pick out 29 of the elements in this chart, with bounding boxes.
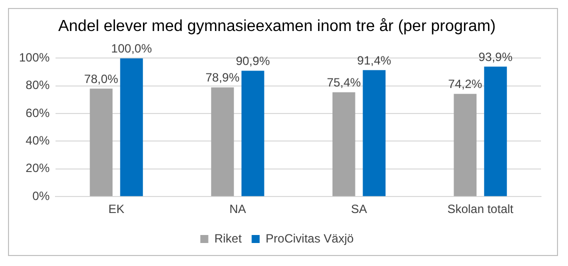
x-tick-label: Skolan totalt xyxy=(447,202,514,216)
data-label: 78,9% xyxy=(206,70,240,85)
data-label: 93,9% xyxy=(478,50,513,64)
bar xyxy=(211,87,234,196)
data-label: 91,4% xyxy=(357,53,392,68)
data-label: 78,0% xyxy=(84,72,119,86)
bar xyxy=(241,70,264,196)
legend-label: ProCivitas Växjö xyxy=(266,231,354,246)
data-label: 100,0% xyxy=(111,42,152,56)
data-label: 90,9% xyxy=(236,54,270,68)
x-tick-label: NA xyxy=(229,202,246,216)
x-tick-label: SA xyxy=(351,202,368,216)
y-tick-label: 80% xyxy=(26,78,50,92)
legend-label: Riket xyxy=(214,231,242,246)
y-tick-label: 60% xyxy=(26,106,50,120)
data-label: 75,4% xyxy=(326,76,362,90)
y-tick-label: 20% xyxy=(26,161,50,176)
chart-title: Andel elever med gymnasieexamen inom tre år (per program) xyxy=(58,18,496,36)
x-tick-label: EK xyxy=(108,202,124,216)
y-tick-label: 40% xyxy=(26,134,50,148)
bar xyxy=(454,94,477,196)
bar xyxy=(120,58,143,196)
y-tick-label: 100% xyxy=(18,50,50,65)
bar xyxy=(332,92,356,196)
bar xyxy=(484,66,507,196)
data-label: 74,2% xyxy=(448,77,483,92)
bar xyxy=(362,70,386,196)
bar xyxy=(90,88,113,196)
y-tick-label: 0% xyxy=(32,188,50,203)
